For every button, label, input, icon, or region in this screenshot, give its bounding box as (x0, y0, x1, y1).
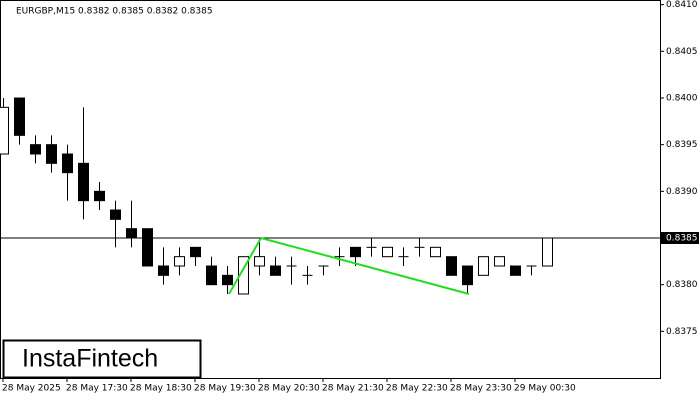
candle-body (94, 190, 105, 202)
candle-body (270, 265, 281, 276)
x-tick-label: 29 May 00:30 (514, 384, 576, 394)
candle-body (382, 246, 393, 258)
logo: InstaFintech (22, 345, 158, 373)
candle-body (254, 256, 265, 267)
candle-body (478, 256, 489, 276)
candle-body (494, 256, 505, 267)
x-tick-label: 28 May 17:30 (66, 384, 128, 394)
candle-body (174, 256, 185, 267)
candle-body (110, 209, 121, 220)
x-tick-label: 28 May 23:30 (450, 384, 512, 394)
x-tick-label: 28 May 18:30 (130, 384, 192, 394)
candle-body (222, 274, 233, 286)
x-tick-label: 28 May 22:30 (386, 384, 448, 394)
x-tick-label: 28 May 19:30 (194, 384, 256, 394)
candle-body (190, 246, 201, 258)
candle-body (462, 265, 473, 286)
logo-box (2, 339, 202, 379)
y-tick-label: 0.8375 (666, 327, 698, 337)
current-price-label: 0.8385 (666, 234, 698, 244)
candle-body (238, 256, 249, 295)
candle-body (30, 144, 41, 155)
plot-frame (0, 0, 661, 379)
candle-body (142, 228, 153, 267)
chart-title: EURGBP,M15 0.8382 0.8385 0.8382 0.8385 (16, 7, 213, 17)
y-tick-label: 0.8395 (666, 140, 698, 150)
candle-body (0, 106, 9, 155)
candle-body (14, 97, 25, 136)
x-tick-label: 28 May 2025 (2, 384, 61, 394)
candle-body (78, 162, 89, 202)
current-price-box (661, 232, 699, 244)
x-tick-label: 28 May 20:30 (258, 384, 320, 394)
candle-body (126, 228, 137, 239)
pattern-line (228, 236, 470, 295)
candle-body (46, 144, 57, 164)
y-tick-label: 0.8410 (666, 0, 698, 10)
candle-body (430, 246, 441, 258)
candle-body (542, 237, 553, 267)
x-tick-label: 28 May 21:30 (322, 384, 384, 394)
candle-body (62, 153, 73, 174)
y-tick-label: 0.8380 (666, 280, 698, 290)
candle-body (446, 256, 457, 276)
y-tick-label: 0.8390 (666, 187, 698, 197)
candle-body (350, 246, 361, 258)
candle-body (510, 265, 521, 276)
candle-body (158, 265, 169, 276)
y-tick-label: 0.8400 (666, 94, 698, 104)
y-tick-label: 0.8405 (666, 47, 698, 57)
candle-body (206, 265, 217, 286)
